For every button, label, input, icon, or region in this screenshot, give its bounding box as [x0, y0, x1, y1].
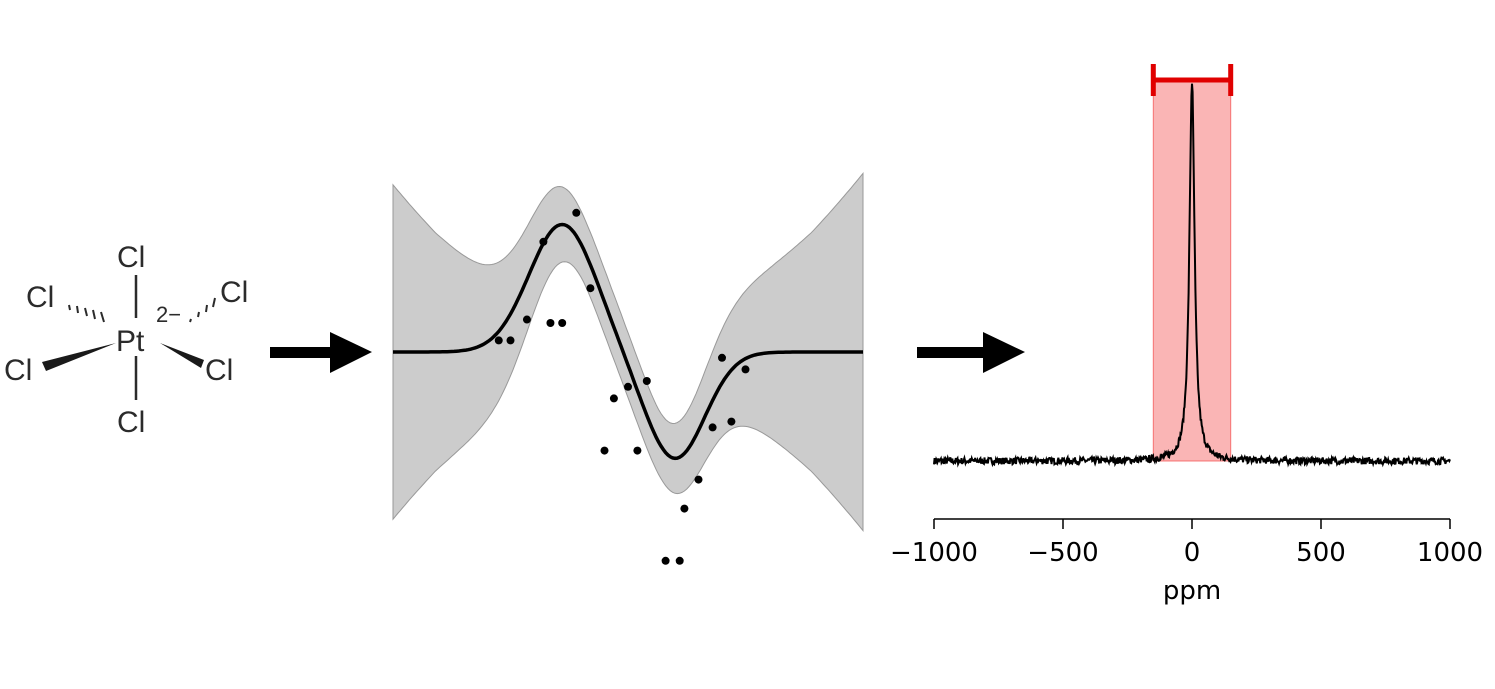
gp-observation-point [741, 365, 750, 374]
gp-observation-point [727, 417, 736, 426]
cl-top-label: Cl [117, 241, 145, 274]
gp-observation-point [718, 353, 726, 362]
cl-right-label: Cl [205, 354, 233, 387]
hashed-bond-upper-left [68, 304, 105, 323]
gp-observation-point [642, 377, 651, 385]
x-tick-label: 500 [1296, 538, 1346, 568]
x-tick-label: −1000 [890, 538, 978, 568]
gp-observation-point [675, 556, 684, 565]
gp-observation-point [694, 475, 703, 484]
arrow-icon [270, 332, 372, 373]
cl-bottom-label: Cl [117, 406, 145, 439]
gp-mean-curve [393, 222, 863, 461]
gp-panel [392, 172, 864, 565]
gp-observation-point [572, 208, 581, 217]
gp-observation-point [680, 504, 689, 513]
pt-atom-label: Pt [116, 325, 145, 358]
spectrum-chart: −1000 −500 0 500 1000 ppm [890, 64, 1483, 606]
gp-observation-point [609, 394, 618, 403]
x-tick-label: 1000 [1417, 538, 1483, 568]
wedge-bond-left [42, 343, 116, 371]
cl-upper-left-label: Cl [26, 281, 54, 314]
charge-label: 2− [156, 302, 181, 327]
gp-observation-point [661, 556, 670, 565]
gp-observation-point [633, 446, 642, 455]
gp-uncertainty-band [392, 172, 864, 532]
width-bracket [1150, 64, 1234, 96]
ptcl6-molecule: Pt 2− Cl Cl Cl Cl Cl Cl [4, 241, 248, 439]
arrow-icon [917, 332, 1025, 373]
x-axis-label: ppm [1163, 576, 1221, 606]
gp-observations [494, 208, 750, 565]
spectrum-line [933, 83, 1451, 468]
x-axis-ticks: −1000 −500 0 500 1000 [890, 519, 1483, 568]
wedge-bond-right [160, 343, 204, 368]
gp-observation-point [506, 336, 515, 345]
cl-upper-right-label: Cl [220, 276, 248, 309]
gp-observation-point [600, 446, 609, 455]
gp-observation-point [539, 237, 548, 246]
cl-left-label: Cl [4, 354, 32, 387]
gp-observation-point [546, 319, 555, 327]
gp-observation-point [708, 423, 717, 432]
x-tick-label: −500 [1027, 538, 1098, 568]
gp-observation-point [522, 315, 531, 324]
hashed-bond-upper-right [189, 297, 216, 323]
gp-observation-point [586, 284, 595, 293]
highlight-band [1152, 79, 1232, 462]
x-tick-label: 0 [1184, 538, 1201, 568]
gp-observation-point [624, 382, 632, 391]
gp-observation-point [558, 319, 567, 327]
gp-observation-point [494, 336, 503, 345]
